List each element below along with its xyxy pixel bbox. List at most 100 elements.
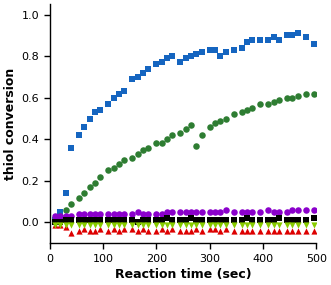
Point: [116, 212, 121, 216]
Point: [140, 70, 146, 75]
Point: [81, 212, 87, 216]
Point: [169, 218, 175, 223]
Point: [271, 222, 276, 227]
Point: [188, 54, 194, 58]
Point: [207, 125, 212, 129]
Point: [92, 218, 98, 223]
Point: [258, 210, 263, 214]
Point: [121, 222, 127, 227]
Point: [121, 218, 127, 223]
Point: [68, 222, 73, 227]
Point: [199, 210, 204, 214]
Point: [295, 31, 300, 36]
Point: [169, 54, 175, 58]
Point: [183, 218, 188, 223]
Point: [178, 229, 183, 233]
Point: [154, 222, 159, 227]
Point: [58, 214, 63, 219]
Point: [199, 222, 204, 227]
Point: [290, 33, 295, 38]
Point: [63, 191, 68, 196]
Point: [87, 212, 92, 216]
Point: [311, 91, 316, 96]
Point: [140, 222, 146, 227]
Point: [250, 210, 255, 214]
Point: [68, 218, 73, 223]
Point: [266, 102, 271, 106]
Point: [183, 210, 188, 214]
Point: [68, 214, 73, 219]
Point: [194, 222, 199, 227]
Point: [63, 208, 68, 212]
Point: [159, 60, 164, 65]
Point: [135, 75, 140, 79]
Point: [129, 156, 135, 160]
Point: [183, 222, 188, 227]
Point: [76, 222, 81, 227]
Point: [231, 112, 236, 117]
Point: [92, 110, 98, 115]
Point: [81, 125, 87, 129]
Point: [290, 222, 295, 227]
Point: [284, 210, 290, 214]
Point: [76, 133, 81, 137]
Point: [63, 222, 68, 227]
Point: [194, 210, 199, 214]
Point: [154, 212, 159, 216]
Point: [178, 218, 183, 223]
Point: [159, 218, 164, 223]
Point: [303, 229, 308, 233]
Point: [164, 216, 169, 221]
Point: [188, 216, 194, 221]
Point: [52, 218, 58, 223]
Point: [231, 222, 236, 227]
Point: [159, 226, 164, 231]
Point: [188, 229, 194, 233]
Point: [146, 222, 151, 227]
Point: [290, 95, 295, 100]
Point: [129, 218, 135, 223]
Point: [164, 210, 169, 214]
Point: [98, 174, 103, 179]
Point: [116, 218, 121, 223]
Point: [164, 229, 169, 233]
Point: [87, 218, 92, 223]
Point: [244, 229, 250, 233]
Point: [121, 226, 127, 231]
Point: [106, 212, 111, 216]
Point: [239, 229, 244, 233]
Point: [239, 46, 244, 50]
Point: [81, 191, 87, 196]
Point: [290, 208, 295, 212]
Point: [244, 39, 250, 44]
Point: [311, 41, 316, 46]
Point: [81, 222, 87, 227]
Point: [266, 229, 271, 233]
Point: [140, 147, 146, 152]
Point: [276, 222, 282, 227]
Point: [68, 231, 73, 235]
Point: [194, 226, 199, 231]
Point: [106, 229, 111, 233]
Point: [111, 166, 116, 171]
Point: [98, 108, 103, 113]
Point: [284, 218, 290, 223]
Point: [223, 222, 228, 227]
Point: [295, 222, 300, 227]
Point: [212, 120, 217, 125]
Point: [311, 229, 316, 233]
Point: [98, 212, 103, 216]
Point: [258, 218, 263, 223]
Point: [169, 133, 175, 137]
Point: [146, 66, 151, 71]
Point: [146, 229, 151, 233]
Point: [271, 35, 276, 40]
Point: [164, 137, 169, 142]
Point: [81, 218, 87, 223]
Point: [295, 218, 300, 223]
Point: [212, 226, 217, 231]
Point: [129, 212, 135, 216]
Point: [303, 218, 308, 223]
Point: [276, 97, 282, 102]
Point: [295, 208, 300, 212]
